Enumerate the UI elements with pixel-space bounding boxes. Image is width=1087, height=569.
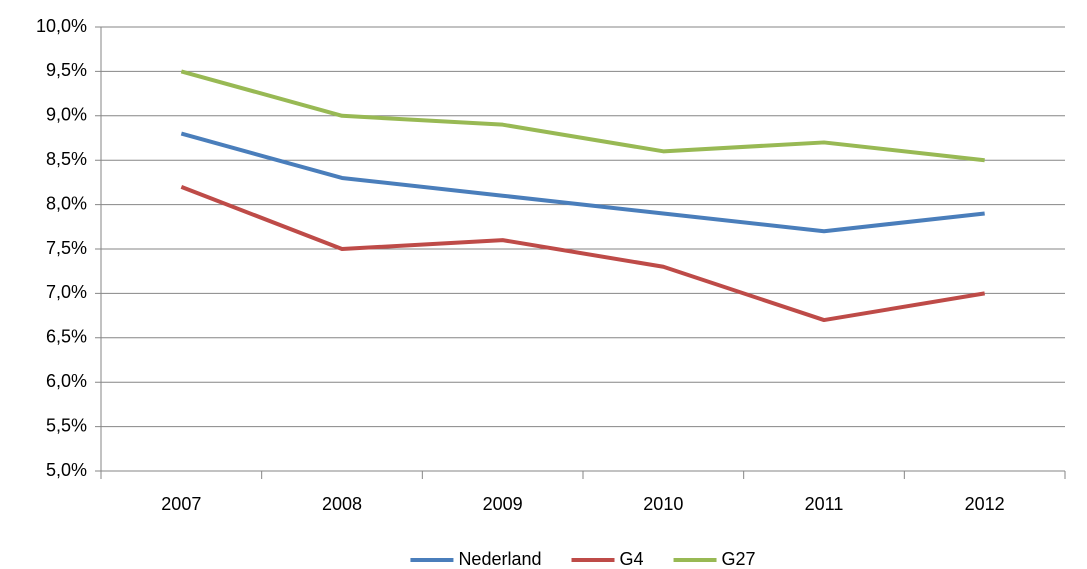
series-line [180, 184, 985, 323]
series-line [180, 131, 985, 234]
y-tick-label: 8,5% [46, 149, 87, 169]
y-tick-label: 8,0% [46, 193, 87, 213]
legend-label: Nederland [458, 549, 541, 569]
y-tick-label: 6,5% [46, 327, 87, 347]
x-tick-label: 2012 [965, 494, 1005, 514]
legend-label: G4 [620, 549, 644, 569]
x-tick-label: 2008 [322, 494, 362, 514]
x-tick-label: 2009 [483, 494, 523, 514]
y-tick-label: 10,0% [36, 16, 87, 36]
y-tick-label: 7,5% [46, 238, 87, 258]
y-tick-label: 7,0% [46, 282, 87, 302]
y-tick-label: 9,0% [46, 105, 87, 125]
x-tick-label: 2011 [805, 494, 844, 514]
y-tick-label: 5,0% [46, 460, 87, 480]
y-tick-label: 5,5% [46, 415, 87, 435]
x-tick-label: 2010 [643, 494, 683, 514]
y-tick-label: 6,0% [46, 371, 87, 391]
series-line [180, 69, 985, 163]
legend-label: G27 [722, 549, 756, 569]
y-tick-label: 9,5% [46, 60, 87, 80]
x-tick-label: 2007 [161, 494, 201, 514]
